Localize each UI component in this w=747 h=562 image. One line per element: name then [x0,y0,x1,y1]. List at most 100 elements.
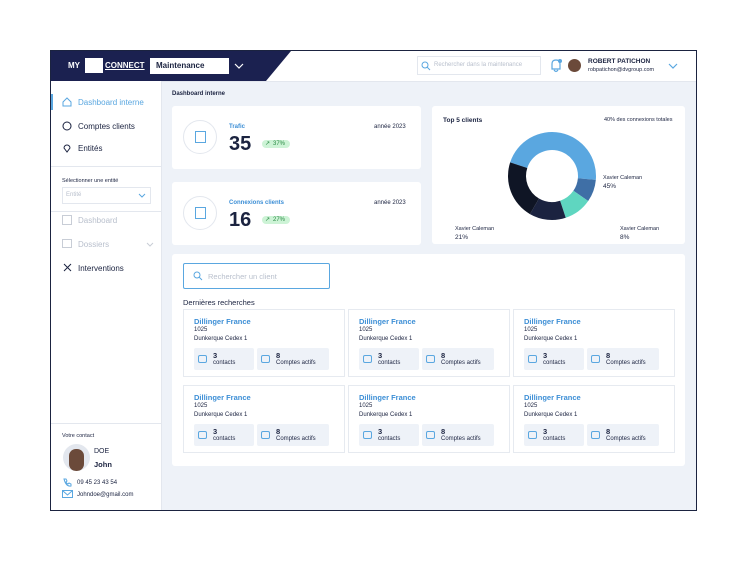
separator [51,211,161,212]
stat-value: 16 [229,209,252,231]
subnav-item[interactable]: Interventions [78,264,124,273]
app-frame: MY CONNECT Maintenance Rechercher dans l… [50,50,697,511]
donut-chart: Xavier Caleman 45% Xavier Caleman 8% Xavier … [455,132,659,241]
nav-item[interactable]: Dashboard interne [78,98,144,107]
breadcrumb: Dashboard interne [172,91,226,97]
result-code: 1025 [194,403,208,409]
module-chevron[interactable] [234,62,244,70]
result-chip: 8 Comptes actifs [422,348,494,370]
result-card[interactable]: Dillinger France 1025 Dunkerque Cedex 1 3 co… [348,385,510,453]
donut-segment [573,178,596,202]
result-card[interactable]: Dillinger France 1025 Dunkerque Cedex 1 3 co… [348,309,510,377]
chip-icon [198,431,207,439]
stat-period: année 2023 [374,124,406,130]
donut-segment [510,132,596,180]
logo-left: MY [68,61,80,70]
result-code: 1025 [194,327,208,333]
segment-label: Xavier Caleman [620,226,659,232]
subnav-item[interactable]: Dossiers [78,240,110,249]
contact-last-name: DOE [94,448,110,455]
result-card[interactable]: Dillinger France 1025 Dunkerque Cedex 1 3 co… [183,385,345,453]
result-chip: 3 contacts [194,424,254,446]
chip-label: Comptes actifs [441,436,481,442]
pin-icon [63,144,71,153]
select-label: Sélectionner une entité [62,178,119,184]
subnav-item[interactable]: Dashboard [78,216,118,225]
result-name: Dillinger France [524,393,581,402]
chip-label: Comptes actifs [276,360,316,366]
contact-heading: Votre contact [62,433,95,439]
module-select[interactable]: Maintenance [150,58,229,74]
entity-select[interactable]: Entité [62,187,151,204]
result-card[interactable]: Dillinger France 1025 Dunkerque Cedex 1 3 co… [513,309,675,377]
stat-change-arrow: ↗ [265,141,271,147]
stat-change: 27% [262,216,291,224]
chip-label: contacts [543,360,566,366]
result-city: Dunkerque Cedex 1 [359,336,413,342]
recent-heading: Dernières recherches [183,298,255,307]
segment-label: Xavier Caleman [603,175,642,181]
stat-icon [195,131,206,143]
chart-subtitle: 40% des connexions totales [604,117,673,123]
chip-icon [198,355,207,363]
top-clients-card [432,106,685,244]
client-search[interactable] [183,263,330,289]
chip-count: 8 [276,351,281,360]
result-city: Dunkerque Cedex 1 [524,412,578,418]
chip-label: Comptes actifs [276,436,316,442]
result-city: Dunkerque Cedex 1 [194,336,248,342]
chip-count: 8 [606,427,611,436]
stat-card: Connexions clients année 2023 16 27% ↗ [172,182,421,245]
chip-label: contacts [543,436,566,442]
result-chip: 8 Comptes actifs [257,424,329,446]
search-icon [421,61,431,71]
bell-icon[interactable] [549,58,563,73]
user-avatar[interactable] [568,59,581,72]
result-chip: 3 contacts [524,424,584,446]
chip-label: contacts [378,360,401,366]
dashboard-icon [62,215,72,225]
contact-email: Johndoe@gmail.com [77,492,134,498]
chart-title: Top 5 clients [443,117,483,124]
stat-value: 35 [229,133,252,155]
nav-item[interactable]: Comptes clients [78,122,135,131]
accounts-icon [62,121,72,131]
user-name: ROBERT PATICHON [588,58,651,65]
separator [51,166,161,167]
client-search-placeholder: Rechercher un client [208,272,277,281]
phone-icon [63,478,72,487]
contact-avatar [63,444,90,471]
chip-icon [591,431,600,439]
chip-icon [528,431,537,439]
chip-count: 3 [378,427,383,436]
result-chip: 8 Comptes actifs [587,424,659,446]
stat-change: 37% [262,140,291,148]
stat-icon-circle [183,196,217,230]
contact-first-name: John [94,460,112,469]
home-icon [62,97,72,107]
chip-label: contacts [213,360,236,366]
donut-segment [508,162,539,215]
result-card[interactable]: Dillinger France 1025 Dunkerque Cedex 1 3 co… [183,309,345,377]
segment-value: 21% [455,234,468,241]
search-icon [193,271,203,281]
result-card[interactable]: Dillinger France 1025 Dunkerque Cedex 1 3 co… [513,385,675,453]
segment-value: 8% [620,234,630,241]
user-email: robpatichon@dvgroup.com [588,67,655,73]
chip-count: 8 [441,427,446,436]
user-chevron[interactable] [668,63,678,70]
folder-icon [62,239,72,248]
chip-icon [363,431,372,439]
result-chip: 3 contacts [194,348,254,370]
chip-label: Comptes actifs [606,360,646,366]
stat-label: Trafic [229,124,246,130]
result-code: 1025 [359,403,373,409]
donut-segment [529,198,566,220]
nav-item[interactable]: Entités [78,144,103,153]
search-box[interactable] [417,56,541,75]
chip-count: 8 [606,351,611,360]
chip-icon [591,355,600,363]
chip-count: 3 [543,351,548,360]
result-code: 1025 [524,403,538,409]
result-code: 1025 [359,327,373,333]
